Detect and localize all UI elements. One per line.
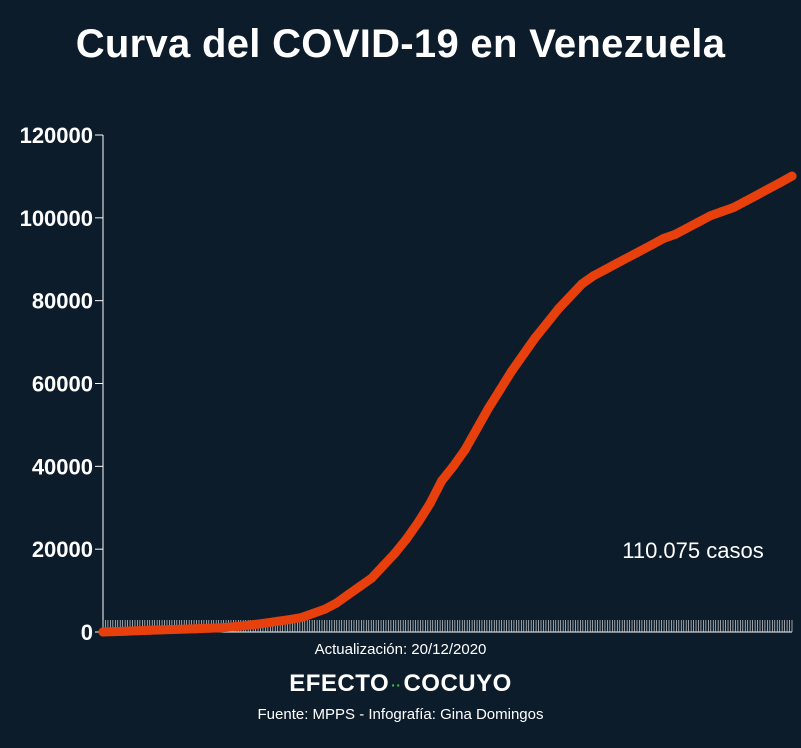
data-point (787, 171, 797, 181)
data-point (448, 461, 458, 471)
total-cases-annotation: 110.075 casos (622, 538, 763, 563)
data-point (355, 581, 365, 591)
data-point (425, 499, 435, 509)
y-tick-label: 40000 (32, 454, 93, 479)
y-axis-ticks: 0 20000 40000 60000 80000 100000 120000 (20, 123, 103, 645)
y-tick-label: 120000 (20, 123, 93, 148)
y-tick-label: 60000 (32, 372, 93, 397)
data-point (238, 621, 248, 631)
data-point (553, 304, 563, 314)
data-point (717, 207, 727, 217)
brand-logo: EFECTO ··COCUYO (0, 670, 801, 698)
data-point (694, 217, 704, 227)
data-point (659, 234, 668, 243)
x-axis-ticks (102, 620, 793, 632)
data-point (133, 626, 143, 636)
data-point (332, 598, 342, 608)
data-point (460, 445, 470, 455)
data-point (705, 211, 715, 221)
data-point (437, 476, 447, 486)
data-point (682, 223, 692, 233)
data-point (589, 271, 598, 281)
data-point (542, 318, 552, 328)
brand-right: COCUYO (403, 670, 512, 697)
data-point (273, 616, 283, 626)
data-point (390, 548, 400, 558)
series-line (98, 171, 797, 637)
y-tick-label: 100000 (20, 206, 93, 231)
data-point (110, 627, 120, 637)
data-point (764, 184, 774, 194)
data-point (98, 627, 108, 637)
data-point (227, 622, 236, 632)
data-point (250, 620, 260, 629)
data-point (495, 385, 505, 395)
data-point (624, 252, 633, 262)
brand-dots: ·· (391, 676, 402, 693)
data-point (670, 229, 680, 239)
series-layer (98, 171, 797, 637)
data-point (775, 178, 785, 188)
data-point (483, 403, 493, 413)
data-point (612, 258, 622, 268)
brand-left: EFECTO (289, 670, 390, 697)
source-note: Fuente: MPPS - Infografía: Gina Domingos (257, 706, 544, 723)
y-tick-label: 80000 (32, 289, 93, 314)
data-point (297, 613, 306, 622)
data-point (308, 608, 318, 618)
data-point (285, 615, 295, 625)
chart-title: Curva del COVID-19 en Venezuela (75, 22, 726, 66)
data-point (156, 625, 166, 635)
y-tick-label: 20000 (32, 537, 93, 562)
data-point (180, 624, 190, 634)
data-point (262, 618, 271, 628)
data-point (635, 246, 645, 256)
data-point (507, 366, 517, 376)
data-point (215, 623, 225, 633)
data-point (647, 240, 657, 250)
data-point (413, 517, 423, 527)
data-point (577, 279, 587, 289)
update-note: Actualización: 20/12/2020 (314, 641, 487, 658)
data-point (121, 626, 131, 636)
data-point (729, 203, 739, 212)
data-point (530, 333, 540, 343)
data-point (518, 350, 528, 359)
data-point (752, 190, 762, 200)
data-point (203, 623, 213, 633)
data-point (145, 625, 155, 635)
data-point (740, 196, 750, 206)
data-point (367, 573, 377, 583)
data-point (320, 604, 330, 614)
y-tick-label: 0 (81, 620, 93, 645)
data-point (600, 265, 610, 275)
data-point (472, 424, 482, 434)
data-point (168, 625, 178, 634)
data-point (343, 590, 353, 600)
data-point (191, 624, 201, 634)
data-point (378, 561, 388, 571)
data-point (565, 292, 575, 301)
data-point (402, 534, 412, 544)
